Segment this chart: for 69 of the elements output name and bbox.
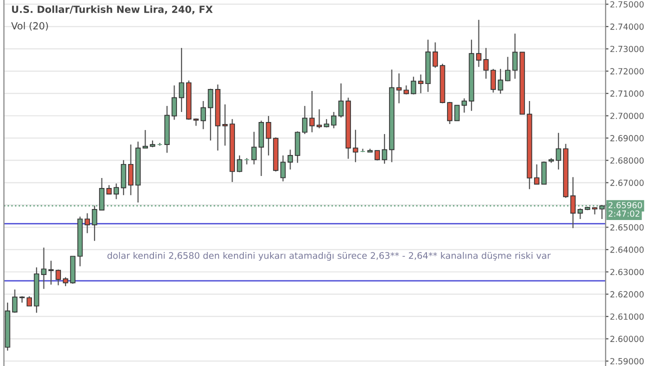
y-tick-label: 2.62000	[610, 291, 644, 298]
y-tick-label: 2.70000	[610, 112, 644, 120]
candlestick	[374, 150, 380, 161]
y-tick-label: 2.61000	[610, 313, 644, 320]
candlestick	[309, 90, 315, 133]
y-tick-label: 2.63000	[610, 268, 644, 276]
candlestick	[26, 296, 32, 307]
candlestick	[410, 76, 416, 95]
candlestick	[454, 104, 460, 122]
y-tick-label: 2.68000	[610, 157, 644, 164]
candlestick	[294, 130, 300, 164]
y-tick-label: 2.75000	[610, 1, 644, 8]
candlestick	[498, 68, 504, 94]
candlestick	[288, 149, 293, 170]
candlestick	[483, 47, 489, 80]
text: Vol (20)	[11, 22, 48, 31]
candlestick	[84, 212, 90, 234]
candlestick	[505, 56, 510, 82]
candlestick	[172, 84, 177, 120]
candlestick	[236, 154, 242, 173]
candlestick	[534, 164, 540, 186]
candlestick	[48, 260, 54, 286]
candlestick	[56, 269, 61, 286]
candlestick	[396, 72, 402, 104]
annotation: dolar kendini 2,6580 den kendini yukarı atamadığı sürece 2,63** - 2,64** kanalına düşme riski var	[107, 252, 551, 261]
candlestick	[418, 74, 424, 94]
y-tick-label: 2.67000	[610, 180, 644, 186]
y-tick-label: 2.69000	[610, 135, 644, 142]
candlestick	[266, 115, 272, 156]
y-tick-label: 2.73000	[610, 46, 644, 52]
candlestick	[302, 105, 308, 135]
candlestick	[556, 132, 562, 170]
candlestick	[512, 33, 518, 80]
candlestick	[280, 154, 286, 182]
candlestick	[178, 47, 184, 113]
candlestick	[200, 100, 206, 130]
candlestick	[578, 208, 583, 220]
candlestick	[316, 108, 322, 129]
candlestick	[570, 176, 576, 229]
candlestick	[447, 101, 452, 125]
y-tick-label: 2.60000	[610, 336, 644, 342]
candlestick	[128, 144, 134, 196]
candlestick	[120, 160, 126, 196]
text: U.S. Dollar/Turkish New Lira, 240, FX	[12, 5, 213, 14]
text: 2:47:02	[608, 210, 640, 217]
candlestick	[251, 131, 257, 165]
candlestick	[490, 68, 496, 94]
candlestick	[476, 19, 482, 68]
candlestick	[114, 183, 119, 200]
candlestick	[432, 42, 438, 68]
candlestick	[338, 82, 344, 118]
candlestick	[592, 206, 598, 215]
y-tick-label: 2.71000	[610, 90, 644, 97]
candlestick	[41, 247, 46, 290]
y-tick-label: 2.72000	[610, 68, 644, 74]
candlestick	[12, 288, 18, 314]
candlestick	[222, 104, 228, 146]
ref-line-label: 2.65960	[608, 202, 642, 208]
candlestick	[208, 88, 214, 142]
candlestick	[352, 129, 358, 163]
candlestick	[382, 133, 388, 164]
y-tick-label: 2.65000	[610, 224, 644, 231]
y-tick-label: 2.74000	[610, 24, 644, 30]
y-tick-label: 2.64000	[610, 246, 644, 253]
candlestick	[331, 111, 336, 129]
candlestick	[462, 98, 467, 114]
candlestick	[142, 129, 148, 149]
candlestick	[541, 160, 547, 185]
y-tick-label: 2.59000	[610, 358, 644, 364]
